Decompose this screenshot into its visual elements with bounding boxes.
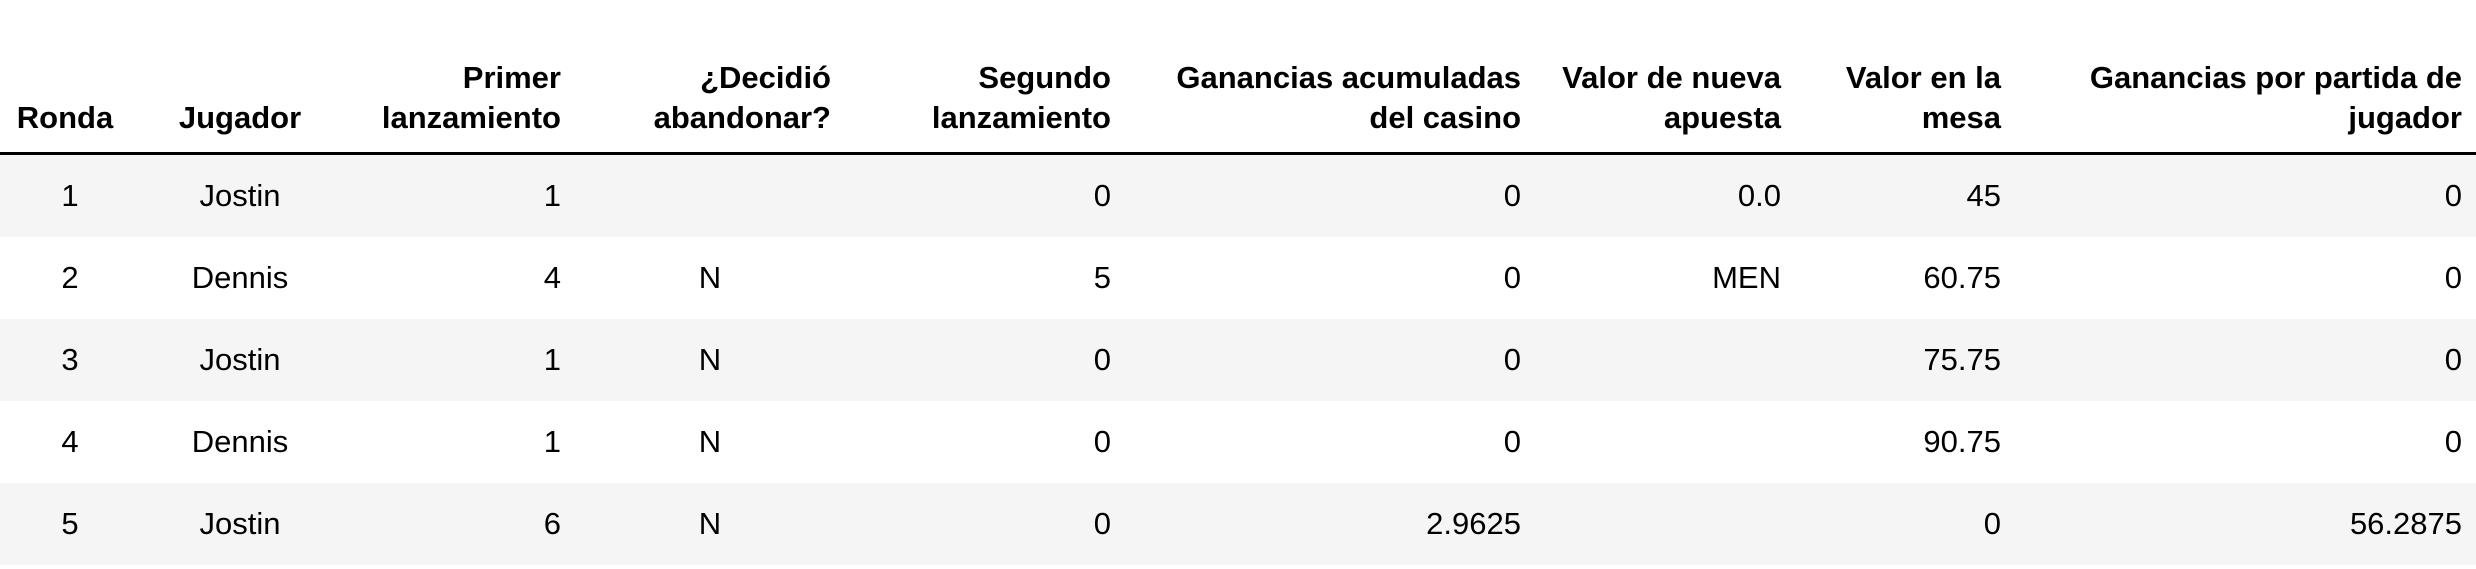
cell-ganancias-jugador: 56.2875 [2015,482,2476,565]
cell-primer-lanzamiento: 1 [543,423,561,459]
header-valor-mesa: Valor en la mesa [1795,0,2015,155]
header-jugador: Jugador [140,0,340,155]
cell-ganancias-jugador: 0 [2015,318,2476,401]
cell-segundo-lanzamiento: 0 [1093,423,1111,459]
cell-ganancias-jugador: 0 [2444,259,2462,295]
cell-valor-nueva-apuesta [1535,482,1795,565]
cell-segundo-lanzamiento: 0 [845,482,1125,565]
header-row: Ronda Jugador Primer lanzamiento ¿Decidi… [0,0,2476,155]
cell-ronda: 1 [0,153,140,237]
cell-primer-lanzamiento: 1 [340,153,575,237]
cell-valor-nueva-apuesta: MEN [1712,259,1781,295]
cell-segundo-lanzamiento: 0 [845,153,1125,237]
table-row: 5 Jostin 6 N 0 2.9625 0 56.2875 [0,482,2476,565]
cell-ganancias-casino: 0 [1125,153,1535,237]
cell-valor-mesa: 90.75 [1923,423,2001,459]
header-decidio-abandonar: ¿Decidió abandonar? [575,0,845,155]
cell-ganancias-casino: 0 [1125,318,1535,401]
cell-ganancias-jugador: 0 [2015,153,2476,237]
cell-ganancias-casino: 0 [1503,423,1521,459]
cell-valor-mesa: 75.75 [1795,318,2015,401]
cell-ganancias-casino: 0 [1503,259,1521,295]
cell-segundo-lanzamiento: 5 [1093,259,1111,295]
header-segundo-lanzamiento: Segundo lanzamiento [845,0,1125,155]
cell-segundo-lanzamiento: 0 [845,318,1125,401]
cell-ronda: 4 [61,423,79,459]
cell-jugador: Dennis [191,259,289,295]
table-row: 3 Jostin 1 N 0 0 75.75 0 [0,318,2476,401]
cell-ganancias-jugador: 0 [2444,423,2462,459]
cell-valor-nueva-apuesta [1535,318,1795,401]
cell-jugador: Jostin [140,153,340,237]
cell-valor-nueva-apuesta [1535,401,1795,483]
cell-ronda: 3 [0,318,140,401]
table-row: 4 Dennis 1 N 0 0 90.75 0 [0,401,2476,483]
cell-primer-lanzamiento: 1 [340,318,575,401]
header-valor-nueva-apuesta: Valor de nueva apuesta [1535,0,1795,155]
cell-valor-mesa: 60.75 [1923,259,2001,295]
cell-jugador: Dennis [191,423,289,459]
cell-valor-nueva-apuesta: 0.0 [1535,153,1795,237]
cell-decidio-abandonar [575,153,845,237]
cell-ronda: 5 [0,482,140,565]
cell-decidio-abandonar: N [698,259,722,295]
header-ronda: Ronda [0,0,140,155]
cell-ganancias-casino: 2.9625 [1125,482,1535,565]
cell-primer-lanzamiento: 4 [543,259,561,295]
table-row: 2 Dennis 4 N 5 0 MEN 60.75 0 [0,237,2476,319]
cell-valor-mesa: 45 [1795,153,2015,237]
header-ganancias-jugador: Ganancias por partida de jugador [2015,0,2476,155]
cell-valor-mesa: 0 [1795,482,2015,565]
header-ganancias-casino: Ganancias acumuladas del casino [1125,0,1535,155]
header-primer-lanzamiento: Primer lanzamiento [340,0,575,155]
cell-decidio-abandonar: N [698,423,722,459]
table-row: 1 Jostin 1 0 0 0.0 45 0 [0,153,2476,237]
cell-primer-lanzamiento: 6 [340,482,575,565]
cell-decidio-abandonar: N [575,482,845,565]
cell-decidio-abandonar: N [575,318,845,401]
cell-ronda: 2 [61,259,79,295]
cell-jugador: Jostin [140,482,340,565]
cell-jugador: Jostin [140,318,340,401]
